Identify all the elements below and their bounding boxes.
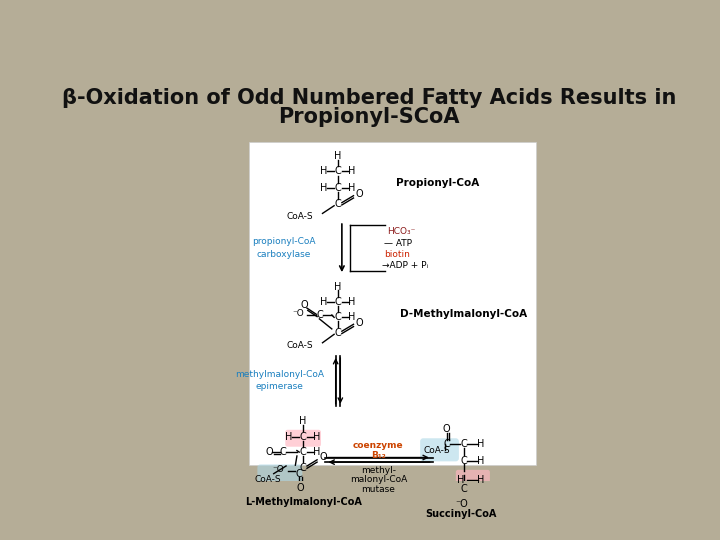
- Text: O: O: [443, 424, 450, 434]
- Text: β-Oxidation of Odd Numbered Fatty Acids Results in: β-Oxidation of Odd Numbered Fatty Acids …: [62, 88, 676, 108]
- Text: H: H: [320, 183, 328, 193]
- Text: CoA-S: CoA-S: [424, 446, 451, 455]
- Text: coenzyme: coenzyme: [353, 442, 404, 450]
- Text: H: H: [348, 166, 356, 176]
- Text: H: H: [348, 297, 356, 307]
- Text: CoA-S: CoA-S: [254, 475, 281, 483]
- Text: C: C: [295, 469, 302, 478]
- Text: C: C: [335, 312, 341, 322]
- Text: H: H: [348, 183, 356, 193]
- Text: H: H: [348, 312, 356, 322]
- Text: methyl-: methyl-: [361, 466, 396, 475]
- Text: O: O: [265, 447, 273, 457]
- Text: C: C: [300, 447, 307, 457]
- Text: ⁻O: ⁻O: [292, 309, 304, 318]
- Text: C: C: [300, 431, 307, 442]
- Text: D-Methylmalonyl-CoA: D-Methylmalonyl-CoA: [400, 308, 527, 319]
- Text: H: H: [334, 281, 342, 292]
- FancyBboxPatch shape: [420, 438, 459, 461]
- Text: epimerase: epimerase: [256, 382, 304, 391]
- Text: C: C: [335, 199, 341, 209]
- Text: CoA-S: CoA-S: [287, 212, 313, 221]
- Text: — ATP: — ATP: [384, 239, 413, 248]
- FancyBboxPatch shape: [249, 142, 536, 465]
- Text: H: H: [286, 431, 293, 442]
- Text: H: H: [313, 447, 321, 457]
- Text: C: C: [460, 440, 467, 449]
- FancyBboxPatch shape: [258, 464, 302, 488]
- Text: Succinyl-CoA: Succinyl-CoA: [425, 509, 496, 519]
- Text: H: H: [477, 440, 485, 449]
- Text: O: O: [320, 453, 327, 462]
- Text: Propionyl-CoA: Propionyl-CoA: [396, 178, 480, 187]
- Text: C: C: [460, 456, 467, 465]
- Text: H: H: [320, 297, 328, 307]
- Text: H: H: [300, 416, 307, 426]
- Text: CoA-S: CoA-S: [287, 341, 313, 350]
- Text: HCO₃⁻: HCO₃⁻: [387, 226, 415, 235]
- Text: C: C: [300, 462, 307, 472]
- Text: ⁻O: ⁻O: [456, 500, 469, 509]
- Text: C: C: [316, 310, 323, 320]
- FancyBboxPatch shape: [456, 470, 490, 490]
- Text: C: C: [279, 447, 287, 457]
- Text: Propionyl-SCoA: Propionyl-SCoA: [278, 107, 460, 127]
- Text: C: C: [335, 328, 341, 338]
- Text: H: H: [477, 456, 485, 465]
- Text: O: O: [356, 318, 364, 328]
- Text: C: C: [335, 297, 341, 307]
- Text: →ADP + Pᵢ: →ADP + Pᵢ: [382, 261, 428, 269]
- Text: biotin: biotin: [384, 251, 410, 259]
- Text: H: H: [477, 475, 485, 485]
- Text: L-Methylmalonyl-CoA: L-Methylmalonyl-CoA: [245, 497, 361, 507]
- Text: carboxylase: carboxylase: [256, 249, 311, 259]
- Text: O: O: [300, 300, 307, 310]
- Text: propionyl-CoA: propionyl-CoA: [252, 238, 315, 246]
- Text: C: C: [335, 166, 341, 176]
- Text: C: C: [335, 183, 341, 193]
- Text: H: H: [334, 151, 342, 161]
- Text: B₁₂: B₁₂: [371, 451, 386, 460]
- FancyBboxPatch shape: [285, 430, 321, 447]
- Text: ⁻O: ⁻O: [273, 465, 284, 474]
- Text: C: C: [443, 440, 450, 449]
- Text: H: H: [313, 431, 321, 442]
- Text: H: H: [320, 166, 328, 176]
- Text: O: O: [297, 483, 305, 494]
- Text: H: H: [456, 475, 464, 485]
- Text: mutase: mutase: [361, 484, 395, 494]
- Text: malonyl-CoA: malonyl-CoA: [350, 475, 407, 484]
- Text: O: O: [356, 189, 364, 199]
- Text: methylmalonyl-CoA: methylmalonyl-CoA: [235, 370, 325, 379]
- Text: C: C: [460, 484, 467, 494]
